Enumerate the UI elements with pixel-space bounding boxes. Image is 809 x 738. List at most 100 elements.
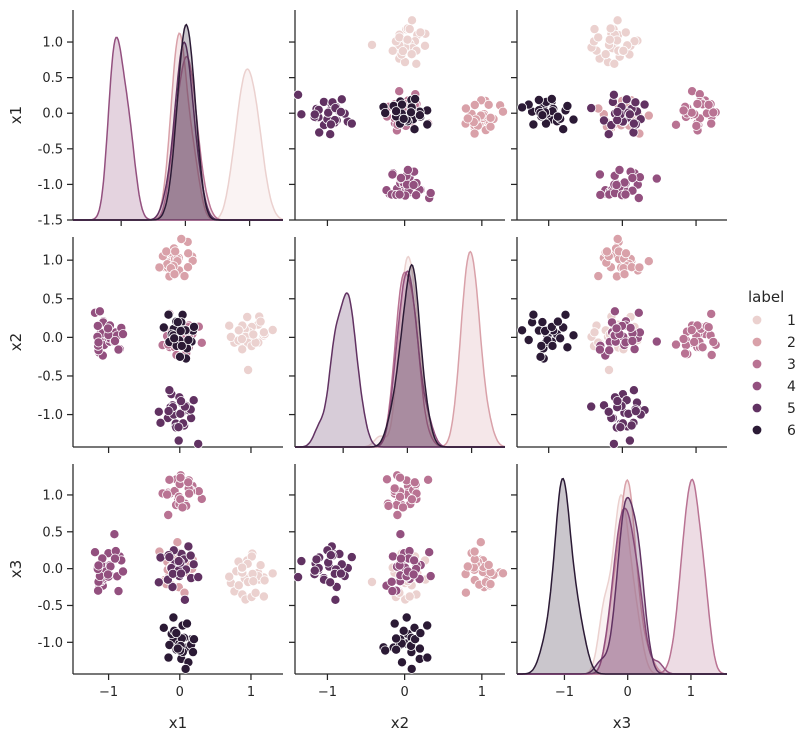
x-tick-label: 1 <box>478 685 486 700</box>
scatter-point-label-5 <box>586 103 597 114</box>
scatter-point-label-2 <box>497 106 508 117</box>
y-tick-label: 0.0 <box>42 562 63 577</box>
scatter-point-label-5 <box>188 559 199 570</box>
scatter-point-label-5 <box>164 385 175 396</box>
scatter-point-label-2 <box>601 246 612 257</box>
scatter-point-label-3 <box>397 502 408 513</box>
scatter-point-label-6 <box>536 340 547 351</box>
scatter-point-label-5 <box>296 109 307 120</box>
scatter-point-label-5 <box>188 395 199 406</box>
scatter-point-label-5 <box>330 594 341 605</box>
panel-x2-x1: -1.0 -0.5 0.0 0.5 1.0 <box>38 233 283 453</box>
scatter-point-label-6 <box>169 333 180 344</box>
scatter-point-label-4 <box>103 323 114 334</box>
scatter-point-label-2 <box>619 269 630 280</box>
scatter-point-label-4 <box>110 335 121 346</box>
scatter-point-label-5 <box>175 568 186 579</box>
scatter-point-label-2 <box>462 561 473 572</box>
scatter-point-label-3 <box>177 502 188 513</box>
scatter-point-label-6 <box>172 643 183 654</box>
scatter-point-label-4 <box>386 576 397 587</box>
scatter-point-label-6 <box>568 114 579 125</box>
scatter-point-label-2 <box>170 246 181 257</box>
scatter-point-label-1 <box>605 23 616 34</box>
scatter-point-label-6 <box>389 618 400 629</box>
scatter-point-label-4 <box>93 560 104 571</box>
scatter-point-label-5 <box>179 594 190 605</box>
scatter-point-label-1 <box>589 24 600 35</box>
scatter-point-label-4 <box>651 336 662 347</box>
panel-x2-x3 <box>511 233 727 453</box>
scatter-point-label-5 <box>293 572 304 583</box>
scatter-point-label-1 <box>255 560 266 571</box>
scatter-point-label-1 <box>258 327 269 338</box>
scatter-point-label-1 <box>236 334 247 345</box>
scatter-point-label-6 <box>415 628 426 639</box>
scatter-point-label-5 <box>612 396 623 407</box>
scatter-point-label-2 <box>462 113 473 124</box>
scatter-point-label-6 <box>158 622 169 633</box>
y-tick-label: -0.5 <box>38 369 63 384</box>
scatter-point-label-1 <box>267 324 278 335</box>
scatter-point-label-3 <box>395 472 406 483</box>
kde-fill-label-5 <box>517 497 727 674</box>
scatter-point-label-2 <box>183 248 194 259</box>
x-tick-label: 0 <box>624 685 632 700</box>
scatter-point-label-1 <box>604 34 615 45</box>
scatter-point-label-5 <box>164 552 175 563</box>
scatter-point-label-1 <box>387 45 398 56</box>
scatter-point-label-6 <box>391 633 402 644</box>
scatter-point-label-6 <box>391 644 402 655</box>
scatter-point-label-2 <box>612 233 623 244</box>
scatter-point-label-5 <box>608 89 619 100</box>
scatter-point-label-1 <box>612 15 623 26</box>
scatter-point-label-6 <box>517 325 528 336</box>
scatter-point-label-6 <box>380 108 391 119</box>
scatter-point-label-4 <box>651 173 662 184</box>
scatter-point-label-5 <box>193 438 204 449</box>
scatter-point-label-1 <box>589 327 600 338</box>
scatter-point-label-3 <box>678 333 689 344</box>
scatter-point-label-6 <box>528 309 539 320</box>
scatter-point-label-3 <box>163 509 174 520</box>
x-axis-label-x2: x2 <box>391 714 409 732</box>
y-tick-label: 0.0 <box>42 331 63 346</box>
scatter-point-label-5 <box>346 552 357 563</box>
scatter-point-label-3 <box>423 474 434 485</box>
scatter-point-label-5 <box>624 109 635 120</box>
scatter-point-label-5 <box>173 435 184 446</box>
scatter-point-label-1 <box>402 34 413 45</box>
scatter-point-label-4 <box>594 169 605 180</box>
x-axis-label-x1: x1 <box>169 714 187 732</box>
kde-fill-label-3 <box>517 479 727 674</box>
scatter-point-label-4 <box>604 345 615 356</box>
legend-marker-1 <box>751 314 763 326</box>
scatter-point-label-4 <box>611 179 622 190</box>
y-tick-label: -1.0 <box>38 178 63 193</box>
scatter-point-label-1 <box>248 576 259 587</box>
y-tick-label: 1.0 <box>42 36 63 51</box>
legend-marker-2 <box>751 336 763 348</box>
scatter-point-label-5 <box>626 420 637 431</box>
scatter-point-label-6 <box>172 317 183 328</box>
scatter-point-label-5 <box>173 556 184 567</box>
scatter-point-label-1 <box>620 27 631 38</box>
x-tick-label: −1 <box>99 685 118 700</box>
kde-fill-label-2 <box>295 251 505 447</box>
scatter-point-label-5 <box>612 107 623 118</box>
scatter-point-label-5 <box>325 550 336 561</box>
scatter-point-label-1 <box>366 39 377 50</box>
scatter-point-label-2 <box>485 121 496 132</box>
scatter-point-label-5 <box>630 97 641 108</box>
scatter-point-label-4 <box>118 566 129 577</box>
panel-x1-x1: -1.5 -1.0 -0.5 0.0 0.5 1.0 <box>38 10 284 229</box>
scatter-point-label-4 <box>424 547 435 558</box>
y-axis-label-x1: x1 <box>7 106 25 124</box>
scatter-point-label-5 <box>624 435 635 446</box>
scatter-point-label-4 <box>627 172 638 183</box>
y-tick-label: 0.0 <box>42 107 63 122</box>
scatter-point-label-3 <box>406 494 417 505</box>
legend-label-1: 1 <box>787 313 796 329</box>
scatter-point-label-6 <box>547 340 558 351</box>
scatter-point-label-4 <box>408 179 419 190</box>
